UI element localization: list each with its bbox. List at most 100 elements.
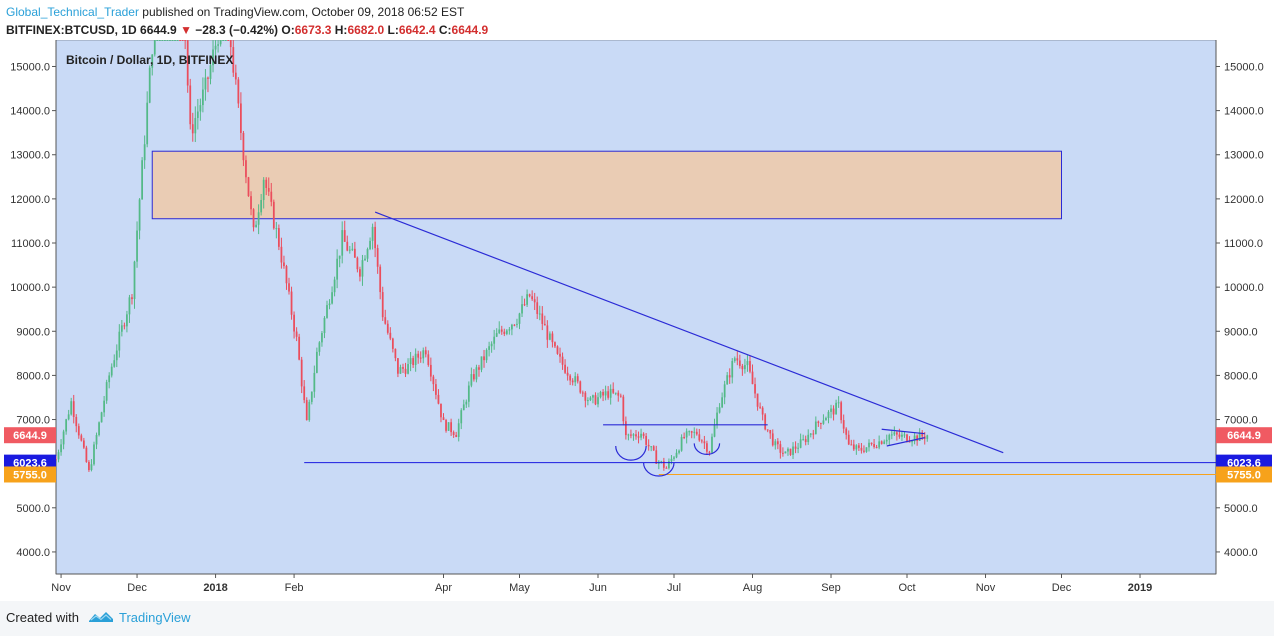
candle-body: [665, 467, 668, 469]
author-link[interactable]: Global_Technical_Trader: [6, 5, 139, 19]
candle-body: [500, 329, 503, 332]
candle-body: [635, 434, 637, 437]
candle-body: [247, 177, 250, 197]
y-tick-label: 5000.0: [1224, 503, 1258, 515]
high-value: 6682.0: [347, 23, 385, 37]
candle-body: [660, 461, 663, 463]
candle-body: [627, 434, 630, 436]
candle-body: [885, 439, 888, 442]
candle-body: [60, 444, 62, 453]
candle-body: [333, 279, 336, 293]
chart-area[interactable]: 4000.04000.05000.05000.06000.06000.07000…: [0, 40, 1274, 602]
candle-body: [526, 294, 528, 305]
candle-body: [77, 426, 80, 436]
candle-body: [761, 407, 764, 415]
y-tick-label: 7000.0: [16, 415, 50, 427]
candle-body: [275, 228, 278, 230]
candle-body: [868, 442, 870, 448]
candle-body: [204, 77, 207, 90]
candle-body: [483, 356, 485, 361]
candle-body: [566, 372, 569, 376]
candle-body: [511, 324, 513, 330]
candle-body: [642, 433, 645, 436]
x-tick-label: Oct: [898, 582, 915, 594]
candle-body: [435, 384, 437, 395]
candle-body: [386, 323, 389, 333]
candle-body: [675, 452, 678, 458]
candle-body: [645, 435, 648, 445]
candle-body: [523, 304, 526, 306]
candle-body: [513, 324, 516, 326]
candle-body: [207, 77, 209, 79]
candle-body: [442, 417, 445, 421]
candle-body: [602, 391, 604, 396]
ohlc-line: BITFINEX:BTCUSD, 1D 6644.9 ▼ −28.3 (−0.4…: [6, 21, 488, 39]
candle-body: [797, 447, 799, 449]
candle-body: [756, 393, 759, 407]
candle-body: [546, 325, 549, 340]
price-chart[interactable]: 4000.04000.05000.05000.06000.06000.07000…: [0, 40, 1274, 602]
candle-body: [252, 209, 255, 228]
candle-body: [617, 392, 620, 396]
candle-body: [624, 421, 627, 436]
tradingview-brand-link[interactable]: TradingView: [118, 609, 191, 625]
candle-body: [744, 365, 746, 370]
candle-body: [113, 360, 116, 367]
candle-body: [898, 434, 901, 437]
candle-body: [716, 412, 718, 425]
candle-body: [698, 434, 701, 441]
candle-body: [427, 354, 430, 365]
candle-body: [516, 323, 518, 325]
candle-body: [369, 240, 371, 250]
candle-body: [57, 452, 60, 460]
candle-body: [237, 79, 240, 104]
candle-body: [845, 428, 848, 435]
y-tick-label: 9000.0: [16, 326, 50, 338]
candle-body: [194, 117, 197, 134]
candle-body: [371, 226, 374, 241]
x-tick-label: Nov: [51, 582, 71, 594]
candle-body: [313, 372, 316, 392]
x-tick-label: Nov: [976, 582, 996, 594]
candle-body: [308, 401, 311, 421]
candle-body: [561, 356, 564, 365]
candle-body: [893, 432, 896, 435]
candle-body: [764, 414, 767, 430]
candle-body: [100, 412, 103, 423]
candle-body: [234, 72, 237, 80]
triangle-lower-line: [886, 437, 925, 447]
y-tick-label: 7000.0: [1224, 415, 1258, 427]
footer-bar: [0, 601, 1274, 636]
candle-body: [98, 422, 100, 436]
candle-body: [146, 102, 149, 145]
candle-body: [126, 314, 128, 327]
price-badge-left: [4, 427, 56, 444]
candle-body: [875, 446, 878, 448]
candle-body: [460, 410, 463, 424]
candle-body: [814, 421, 817, 435]
candle-body: [361, 260, 364, 277]
candle-body: [412, 358, 415, 366]
price-badge-right: [1216, 427, 1272, 444]
candle-body: [880, 441, 883, 444]
candle-body: [470, 374, 473, 386]
candle-body: [731, 360, 734, 378]
candle-body: [721, 397, 723, 408]
y-tick-label: 14000.0: [10, 106, 50, 118]
candle-body: [766, 429, 769, 431]
x-tick-label: Jul: [667, 582, 681, 594]
y-tick-label: 12000.0: [10, 194, 50, 206]
candle-body: [835, 402, 837, 415]
x-tick-label: Jun: [589, 582, 607, 594]
y-tick-label: 4000.0: [1224, 547, 1258, 559]
candle-body: [782, 452, 784, 454]
candle-body: [584, 392, 587, 401]
open-value: 6673.3: [294, 23, 332, 37]
candle-body: [343, 230, 346, 242]
candle-body: [850, 444, 853, 446]
candle-body: [384, 317, 387, 324]
candle-body: [918, 432, 921, 441]
y-tick-label: 10000.0: [10, 282, 50, 294]
candle-body: [212, 49, 214, 66]
candle-body: [685, 431, 688, 438]
